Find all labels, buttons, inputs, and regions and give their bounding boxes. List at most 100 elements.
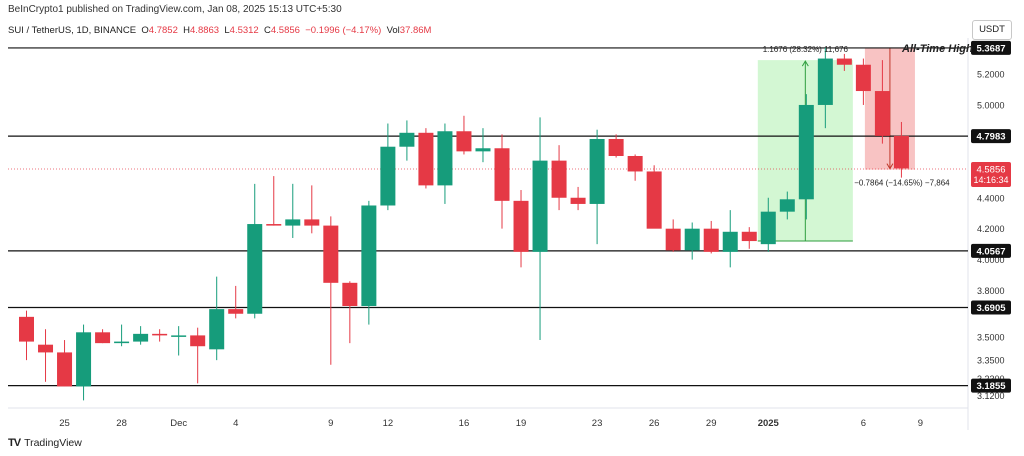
symbol-label[interactable]: SUI / TetherUS, 1D, BINANCE [8, 25, 137, 36]
tradingview-brand: TV TradingView [8, 437, 82, 449]
candle-body [665, 228, 681, 251]
candle-body [760, 211, 776, 245]
down-range-label: −0.7864 (−14.65%) −7,864 [854, 179, 950, 188]
candle-body [684, 228, 700, 251]
time-tick-label: 16 [459, 418, 470, 429]
level-price-tag [971, 129, 1011, 144]
high-label: H [183, 25, 191, 36]
time-tick-label: 9 [918, 418, 923, 429]
candle-body [76, 332, 92, 387]
time-tick-label: 2025 [758, 418, 780, 429]
candle-body [399, 132, 415, 147]
price-tick-label: 4.4000 [977, 193, 1005, 203]
candle-body [95, 332, 111, 344]
candle-body [114, 341, 130, 344]
time-tick-label: 23 [592, 418, 603, 429]
price-tick-label: 5.0000 [977, 100, 1005, 110]
candle-body [342, 282, 358, 307]
change-value: −0.1996 (−4.17%) [305, 25, 382, 36]
time-tick-label: 9 [328, 418, 333, 429]
bar-countdown-label: 14:16:34 [973, 175, 1008, 185]
candle-body [817, 58, 833, 105]
candle-body [893, 135, 909, 169]
candle-body [627, 155, 643, 172]
candle-body [798, 104, 814, 200]
candle-body [836, 58, 852, 65]
price-tick-label: 5.2000 [977, 70, 1005, 80]
close-value: 4.5856 [270, 25, 300, 36]
publisher-line: BeInCrypto1 published on TradingView.com… [8, 4, 342, 15]
candle-body [532, 160, 548, 252]
level-price-tag [971, 40, 1011, 55]
time-tick-label: 4 [233, 418, 238, 429]
candle-body [323, 225, 339, 283]
level-price-label: 3.1855 [976, 381, 1006, 392]
ohlc-header: SUI / TetherUS, 1D, BINANCE O4.7852 H4.8… [8, 25, 431, 36]
level-price-tag [971, 243, 1011, 258]
low-value: 4.5312 [229, 25, 259, 36]
time-tick-label: Dec [170, 418, 187, 429]
time-tick-label: 28 [116, 418, 127, 429]
candle-body [38, 344, 54, 353]
level-price-tag [971, 378, 1011, 393]
candle-body [722, 231, 738, 252]
price-tick-label: 3.8000 [977, 286, 1005, 296]
level-price-label: 5.3687 [976, 43, 1005, 54]
level-price-label: 4.7983 [976, 132, 1005, 143]
time-tick-label: 26 [649, 418, 660, 429]
candle-body [855, 64, 871, 92]
level-price-label: 4.0567 [976, 246, 1005, 257]
candle-body [209, 309, 225, 350]
high-value: 4.8863 [190, 25, 220, 36]
candle-body [570, 197, 586, 204]
price-tick-label: 3.1200 [977, 391, 1005, 401]
candle-body [380, 146, 396, 206]
time-tick-label: 6 [861, 418, 866, 429]
open-value: 4.7852 [148, 25, 178, 36]
candle-body [304, 219, 320, 226]
current-price-tag [971, 162, 1011, 188]
candle-body [437, 131, 453, 186]
candle-body [646, 171, 662, 229]
tradingview-logo-icon: TV [8, 437, 21, 449]
candle-body [589, 138, 605, 204]
candle-body [779, 199, 795, 212]
open-label: O [141, 25, 149, 36]
price-tick-label: 4.2000 [977, 224, 1005, 234]
volume-label: Vol [386, 25, 400, 36]
candle-body [285, 219, 301, 226]
volume-value: 37.86M [399, 25, 432, 36]
up-range-arrow-head [801, 60, 809, 67]
level-price-tag [971, 300, 1011, 315]
currency-unit-button[interactable]: USDT [972, 20, 1012, 40]
current-price-label: 4.5856 [976, 165, 1005, 176]
up-range-label: 1.1676 (28.32%) 11,676 [763, 45, 849, 54]
time-tick-label: 25 [59, 418, 70, 429]
candle-body [741, 231, 757, 242]
all-time-high-label: All-Time High [901, 43, 973, 55]
low-label: L [224, 25, 230, 36]
candle-body [475, 148, 491, 152]
candle-body [57, 352, 73, 387]
candle-body [190, 335, 206, 347]
down-range-arrow-head [886, 163, 894, 170]
candle-body [551, 160, 567, 198]
candle-body [494, 148, 510, 201]
candle-body [703, 228, 719, 252]
tradingview-brand-name: TradingView [24, 437, 82, 449]
price-tick-label: 3.5000 [977, 332, 1005, 342]
candle-body [513, 200, 529, 252]
candle-body [228, 309, 244, 314]
candle-body [133, 333, 149, 342]
candle-body [19, 316, 34, 342]
time-tick-label: 29 [706, 418, 717, 429]
candle-body [152, 333, 168, 336]
level-price-label: 3.6905 [976, 303, 1006, 314]
price-tick-label: 3.3500 [977, 356, 1005, 366]
candle-body [266, 224, 282, 226]
time-tick-label: 12 [383, 418, 394, 429]
candle-body [418, 132, 434, 186]
candle-body [247, 224, 263, 314]
candle-body [608, 138, 624, 156]
